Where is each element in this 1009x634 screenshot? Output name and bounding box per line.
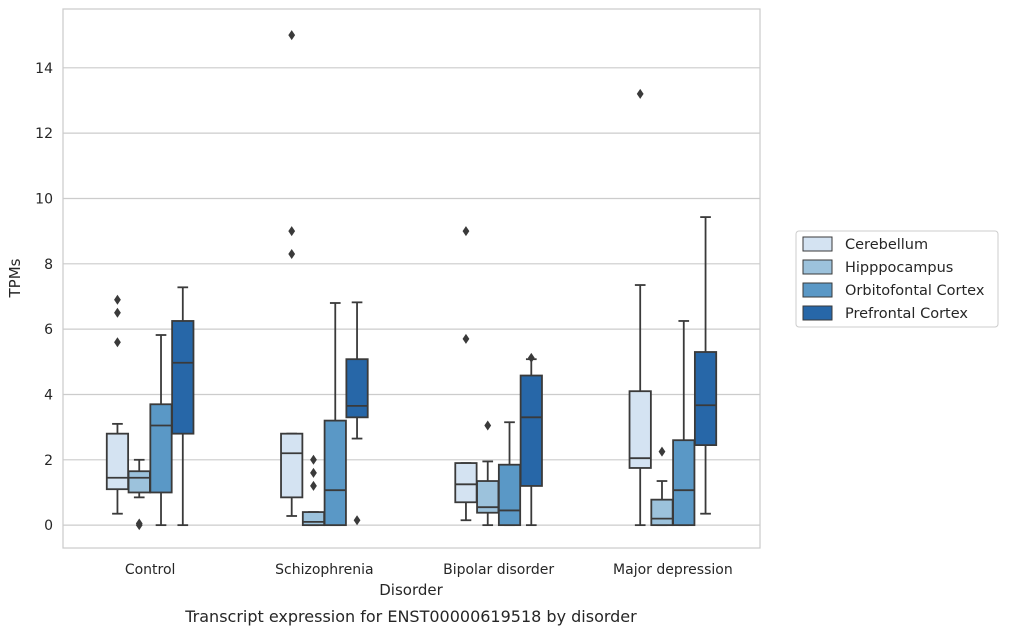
box-cerebellum: [105, 294, 130, 515]
outlier-point: [114, 337, 121, 348]
y-tick-label: 10: [35, 191, 53, 207]
box-prefrontal-cortex: [345, 301, 369, 526]
box-iqr: [171, 320, 195, 435]
box-iqr: [672, 439, 696, 527]
outlier-point: [527, 352, 535, 363]
plot-frame: [62, 8, 761, 549]
x-tick-label: Major depression: [613, 562, 733, 578]
box-iqr: [301, 511, 326, 527]
legend-label: Cerebellum: [845, 237, 928, 253]
y-tick-label: 14: [35, 61, 53, 77]
y-tick-label: 12: [35, 126, 53, 142]
x-tick-label: Schizophrenia: [275, 562, 373, 578]
legend-swatch: [802, 259, 833, 275]
outlier-point: [310, 454, 317, 465]
outlier-point: [288, 226, 296, 237]
box-iqr: [628, 390, 652, 469]
box-iqr: [345, 358, 369, 419]
box-iqr: [693, 351, 718, 446]
box-hipppocampus: [650, 446, 674, 527]
box-iqr: [650, 498, 674, 527]
box-orbitofontal-cortex: [323, 302, 347, 527]
outlier-point: [636, 88, 644, 99]
y-axis-label: TPMs: [6, 258, 24, 298]
outlier-point: [114, 294, 121, 305]
y-tick-label: 4: [44, 387, 53, 403]
outlier-point: [484, 420, 492, 431]
outlier-point: [288, 30, 296, 41]
box-iqr: [454, 462, 478, 504]
outlier-point: [288, 249, 296, 259]
outlier-point: [462, 333, 470, 344]
x-axis-ticks: Control Schizophrenia Bipolar disorder Majo…: [125, 562, 733, 578]
legend-frame: [795, 230, 999, 328]
box-orbitofontal-cortex: [149, 334, 173, 527]
box-iqr: [323, 419, 347, 527]
box-prefrontal-cortex: [171, 286, 195, 527]
box-plot-series: [105, 30, 718, 531]
legend-label: Prefrontal Cortex: [845, 306, 968, 322]
box-cerebellum: [628, 88, 652, 527]
box-iqr: [127, 470, 151, 494]
y-tick-label: 6: [44, 322, 53, 338]
x-tick-label: Control: [125, 562, 176, 578]
box-orbitofontal-cortex: [497, 421, 522, 527]
box-hipppocampus: [127, 458, 151, 531]
outlier-point: [114, 307, 121, 318]
legend-swatch: [802, 236, 833, 252]
box-cerebellum: [454, 226, 478, 522]
y-tick-label: 0: [44, 518, 53, 534]
legend-swatch: [802, 282, 833, 298]
outlier-point: [658, 446, 666, 457]
box-iqr: [497, 463, 522, 527]
y-tick-label: 2: [44, 453, 53, 469]
box-iqr: [280, 432, 304, 499]
box-iqr: [149, 403, 173, 494]
outlier-point: [462, 226, 470, 237]
box-cerebellum: [280, 30, 304, 517]
legend: Cerebellum Hipppocampus Orbitofontal Corte…: [795, 230, 999, 328]
box-iqr: [105, 432, 130, 491]
box-hipppocampus: [301, 454, 326, 527]
box-prefrontal-cortex: [519, 352, 543, 527]
legend-swatch: [802, 305, 833, 321]
legend-label: Hipppocampus: [845, 260, 953, 276]
box-orbitofontal-cortex: [672, 320, 696, 527]
box-prefrontal-cortex: [693, 216, 718, 515]
box-hipppocampus: [476, 420, 500, 527]
outlier-point: [310, 467, 317, 478]
x-axis-label: Disorder: [379, 581, 443, 599]
y-axis-ticks: 0 2 4 6 8 10 12 14: [35, 61, 53, 534]
x-tick-label: Bipolar disorder: [443, 562, 554, 578]
y-tick-label: 8: [44, 257, 53, 273]
box-iqr: [519, 374, 543, 487]
legend-label: Orbitofontal Cortex: [845, 283, 985, 299]
outlier-point: [135, 518, 143, 529]
outlier-point: [310, 480, 317, 491]
outlier-point: [353, 515, 361, 526]
chart-caption: Transcript expression for ENST0000061951…: [184, 607, 637, 626]
